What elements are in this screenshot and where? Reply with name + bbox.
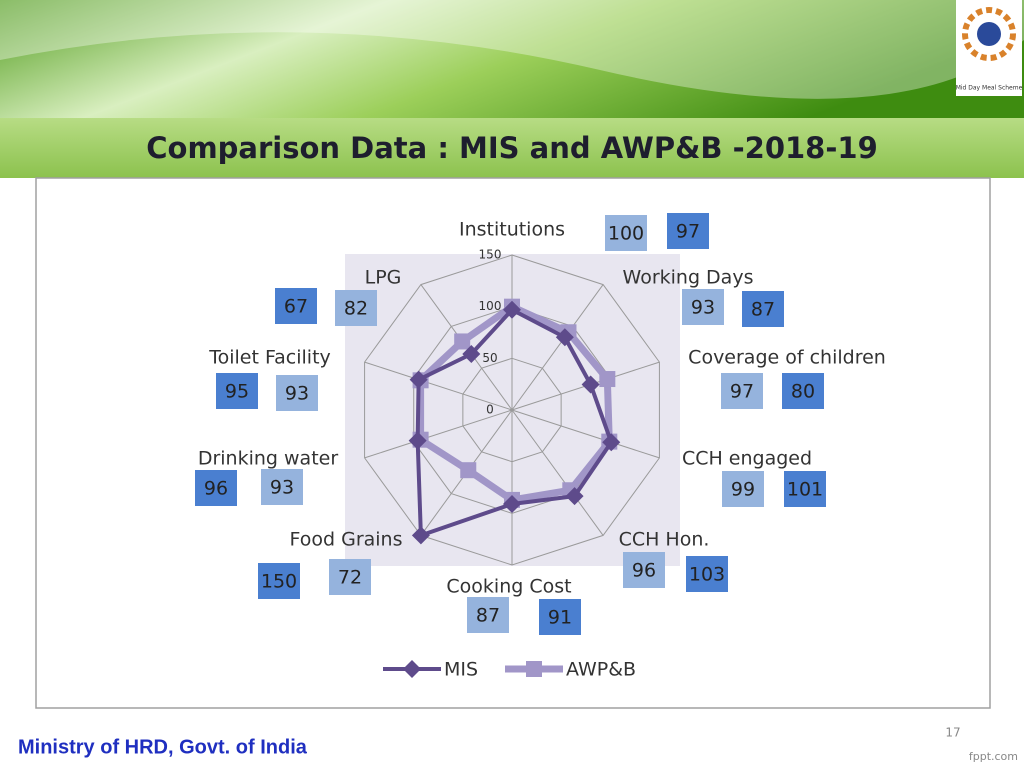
- data-label: 96: [204, 478, 228, 500]
- footer: Ministry of HRD, Govt. of India: [18, 736, 308, 758]
- marker: [462, 344, 481, 363]
- header-art: [0, 0, 1024, 118]
- data-label: 91: [548, 607, 572, 629]
- data-label-box: [784, 471, 826, 507]
- spoke: [364, 361, 513, 411]
- data-label: 87: [751, 299, 775, 321]
- data-label-box: [329, 559, 371, 595]
- spoke: [511, 409, 604, 536]
- marker: [503, 495, 521, 514]
- data-label-box: [261, 469, 303, 505]
- data-label: 93: [285, 383, 309, 405]
- category-label: Toilet Facility: [208, 347, 331, 369]
- r-tick-label: 100: [479, 299, 502, 313]
- data-label-box: [722, 471, 764, 507]
- logo-caption: Mid Day Meal Scheme: [956, 85, 1023, 92]
- data-label: 101: [787, 479, 823, 501]
- marker: [599, 371, 616, 388]
- category-label: Cooking Cost: [446, 576, 571, 598]
- data-label-box: [275, 288, 317, 324]
- r-tick-label: 50: [482, 351, 497, 365]
- marker: [565, 487, 584, 506]
- category-label: Drinking water: [198, 448, 339, 470]
- data-label-box: [686, 556, 728, 592]
- legend-label: MIS: [444, 659, 478, 681]
- title-band: [0, 118, 1024, 178]
- data-label-box: [682, 289, 724, 325]
- slide-title: Comparison Data : MIS and AWP&B -2018-19: [146, 131, 878, 165]
- data-label: 100: [608, 223, 644, 245]
- logo-center: [977, 22, 1001, 46]
- data-label: 93: [270, 477, 294, 499]
- data-label-box: [667, 213, 709, 249]
- logo-ring: [962, 7, 1016, 61]
- marker: [602, 433, 621, 452]
- data-label: 67: [284, 296, 308, 318]
- radar-chart: 0 50 100 150 Institutions 97 100 Working Days 87…: [195, 213, 886, 681]
- category-label: CCH Hon.: [619, 529, 710, 551]
- data-label: 150: [261, 571, 297, 593]
- data-label: 82: [344, 298, 368, 320]
- spoke: [511, 284, 604, 411]
- data-label-box: [276, 375, 318, 411]
- data-label: 97: [676, 221, 700, 243]
- r-tick-label: 150: [479, 248, 502, 262]
- r-tick-label: 0: [486, 403, 494, 417]
- category-label: Coverage of children: [688, 347, 886, 369]
- logo-box: [956, 0, 1022, 96]
- marker: [454, 333, 471, 350]
- data-label: 96: [632, 560, 656, 582]
- marker: [460, 462, 477, 479]
- marker: [503, 300, 521, 319]
- data-label-box: [742, 291, 784, 327]
- data-label: 93: [691, 297, 715, 319]
- marker: [408, 431, 427, 450]
- spoke: [364, 409, 513, 459]
- data-label-box: [258, 563, 300, 599]
- data-label-box: [195, 470, 237, 506]
- data-label: 72: [338, 567, 362, 589]
- data-label-box: [721, 373, 763, 409]
- legend-marker: [526, 661, 542, 677]
- data-label-box: [623, 552, 665, 588]
- header-swoosh: [0, 0, 1024, 99]
- spoke: [511, 409, 660, 459]
- legend-marker: [403, 660, 421, 678]
- data-label-box: [216, 373, 258, 409]
- data-label-box: [467, 597, 509, 633]
- category-label: LPG: [365, 267, 402, 289]
- data-label-box: [335, 290, 377, 326]
- category-label: Working Days: [623, 267, 754, 289]
- data-label: 99: [731, 479, 755, 501]
- data-label: 87: [476, 605, 500, 627]
- data-label: 80: [791, 381, 815, 403]
- marker: [581, 375, 600, 394]
- data-label-box: [539, 599, 581, 635]
- category-label: Food Grains: [290, 529, 403, 551]
- data-label-box: [605, 215, 647, 251]
- marker: [411, 526, 430, 545]
- category-label: CCH engaged: [682, 448, 812, 470]
- data-label: 103: [689, 564, 725, 586]
- data-label-box: [782, 373, 824, 409]
- watermark: fppt.com: [969, 750, 1018, 763]
- data-label: 95: [225, 381, 249, 403]
- page-number: 17: [945, 726, 960, 740]
- category-label: Institutions: [459, 219, 565, 241]
- data-label: 97: [730, 381, 754, 403]
- marker: [409, 370, 428, 389]
- legend-label: AWP&B: [566, 659, 636, 681]
- marker: [555, 328, 574, 347]
